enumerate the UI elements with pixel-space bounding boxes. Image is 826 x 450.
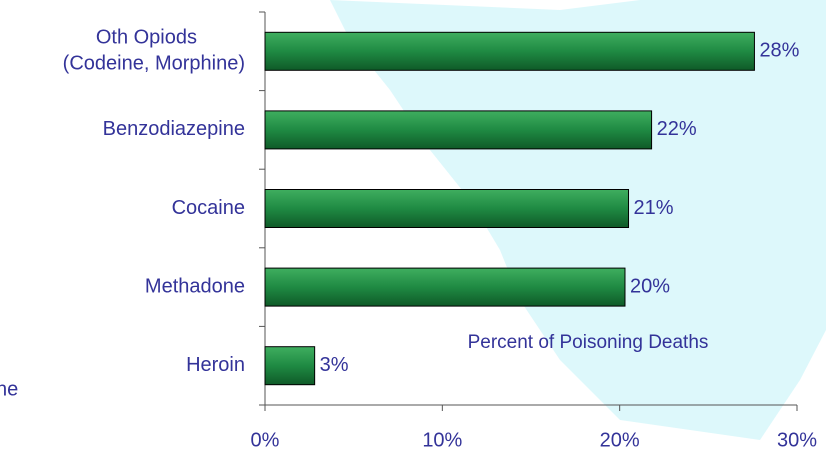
left-fragment: ne: [0, 378, 18, 400]
y-tick-label: Cocaine: [172, 197, 245, 219]
y-tick-label: Heroin: [186, 354, 245, 376]
x-tick-label: 0%: [251, 429, 280, 450]
value-label: 28%: [759, 40, 799, 62]
value-label: 3%: [320, 354, 349, 376]
bar: [264, 31, 755, 71]
bar: [264, 346, 316, 386]
value-label: 21%: [634, 197, 674, 219]
x-tick-label: 30%: [777, 429, 817, 450]
x-tick-label: 20%: [600, 429, 640, 450]
bar: [264, 189, 630, 228]
bar: [264, 267, 626, 307]
y-tick-label: Methadone: [145, 275, 245, 297]
x-tick-label: 10%: [422, 429, 462, 450]
value-label: 22%: [657, 118, 697, 140]
y-tick-label: Benzodiazepine: [103, 118, 245, 140]
y-tick-label: Oth Opiods (Codeine, Morphine): [63, 27, 245, 75]
value-label: 20%: [630, 275, 670, 297]
bar: [264, 110, 653, 150]
annotation: Percent of Poisoning Deaths: [468, 332, 709, 353]
